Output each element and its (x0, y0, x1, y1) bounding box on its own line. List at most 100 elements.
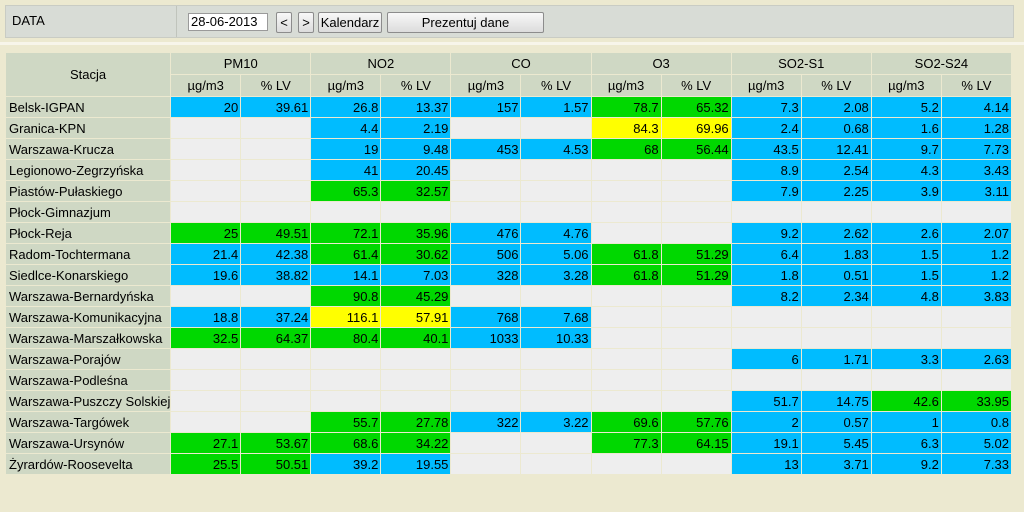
measurement-cell (870, 327, 942, 349)
measurement-cell: 72.1 (310, 222, 382, 244)
measurement-cell (520, 348, 592, 370)
measurement-cell: 27.78 (380, 411, 452, 433)
unit-header: % LV (520, 74, 592, 97)
table-row: Legionowo-Zegrzyńska 41 20.45 8.9 2.54 4.3 3.4… (4, 159, 1013, 181)
measurement-cell: 18.8 (170, 306, 242, 328)
table-row: Warszawa-Krucza 19 9.48 453 4.53 68 56.44 43.5 1… (4, 138, 1013, 160)
unit-header: % LV (940, 74, 1013, 97)
measurement-cell: 26.8 (310, 96, 382, 118)
measurement-cell (450, 432, 522, 454)
table-row: Warszawa-Porajów 6 1.71 3.3 2.63 (4, 348, 1013, 370)
measurement-cell: 3.11 (940, 180, 1013, 202)
measurement-cell: 45.29 (380, 285, 452, 307)
measurement-cell: 506 (450, 243, 522, 265)
measurement-cell: 9.2 (730, 222, 802, 244)
table-row: Siedlce-Konarskiego 19.6 38.82 14.1 7.03 328 3… (4, 264, 1013, 286)
station-name: Warszawa-Krucza (4, 138, 172, 160)
measurement-cell: 2 (730, 411, 802, 433)
measurement-cell: 2.6 (870, 222, 942, 244)
measurement-cell: 64.15 (660, 432, 732, 454)
measurement-cell: 56.44 (660, 138, 732, 160)
measurement-cell: 3.9 (870, 180, 942, 202)
unit-header: % LV (380, 74, 452, 97)
measurement-cell: 9.7 (870, 138, 942, 160)
station-name: Warszawa-Ursynów (4, 432, 172, 454)
measurement-cell: 19 (310, 138, 382, 160)
measurement-cell: 21.4 (170, 243, 242, 265)
measurement-cell (450, 348, 522, 370)
measurement-cell: 3.71 (800, 453, 872, 475)
measurement-cell (800, 201, 872, 223)
measurement-cell: 7.68 (520, 306, 592, 328)
measurement-cell: 2.07 (940, 222, 1013, 244)
unit-header: µg/m3 (870, 74, 942, 97)
measurement-cell: 1.6 (870, 117, 942, 139)
measurement-cell (940, 327, 1013, 349)
measurement-cell: 4.14 (940, 96, 1013, 118)
measurement-cell: 25 (170, 222, 242, 244)
measurement-cell: 328 (450, 264, 522, 286)
measurement-cell (170, 390, 242, 412)
measurement-cell: 65.3 (310, 180, 382, 202)
present-data-button[interactable]: Prezentuj dane (387, 12, 544, 33)
measurement-cell: 40.1 (380, 327, 452, 349)
station-name: Warszawa-Podleśna (4, 369, 172, 391)
station-name: Piastów-Pułaskiego (4, 180, 172, 202)
column-header-no2: NO2 (310, 52, 452, 75)
measurement-cell (310, 390, 382, 412)
measurement-cell: 116.1 (310, 306, 382, 328)
measurement-cell (590, 306, 662, 328)
measurement-cell (590, 159, 662, 181)
measurement-cell: 8.2 (730, 285, 802, 307)
measurement-cell (310, 201, 382, 223)
measurement-cell (520, 159, 592, 181)
measurement-cell (240, 348, 312, 370)
date-input[interactable]: 28-06-2013 (188, 13, 268, 31)
measurement-cell: 2.08 (800, 96, 872, 118)
measurement-cell (170, 285, 242, 307)
measurement-cell: 64.37 (240, 327, 312, 349)
prev-day-button[interactable]: < (276, 12, 292, 33)
measurement-cell: 68 (590, 138, 662, 160)
measurement-cell (800, 306, 872, 328)
measurement-cell (590, 285, 662, 307)
table-row: Warszawa-Marszałkowska 32.5 64.37 80.4 40.1 1… (4, 327, 1013, 349)
measurement-cell: 19.6 (170, 264, 242, 286)
measurement-cell (170, 369, 242, 391)
measurement-cell: 42.38 (240, 243, 312, 265)
measurement-cell: 453 (450, 138, 522, 160)
measurement-cell: 90.8 (310, 285, 382, 307)
station-name: Radom-Tochtermana (4, 243, 172, 265)
measurement-cell: 3.43 (940, 159, 1013, 181)
measurement-cell (450, 201, 522, 223)
measurement-cell: 51.29 (660, 243, 732, 265)
measurement-cell: 41 (310, 159, 382, 181)
unit-header: µg/m3 (730, 74, 802, 97)
measurement-cell: 13.37 (380, 96, 452, 118)
unit-header: µg/m3 (450, 74, 522, 97)
measurement-cell (660, 453, 732, 475)
next-day-button[interactable]: > (298, 12, 314, 33)
measurement-cell: 61.8 (590, 264, 662, 286)
measurement-cell (590, 327, 662, 349)
measurement-cell (660, 327, 732, 349)
measurement-cell: 68.6 (310, 432, 382, 454)
measurement-cell: 14.75 (800, 390, 872, 412)
calendar-button[interactable]: Kalendarz (318, 12, 382, 33)
measurement-cell (660, 306, 732, 328)
measurement-cell: 80.4 (310, 327, 382, 349)
measurement-cell: 7.03 (380, 264, 452, 286)
measurement-cell (450, 159, 522, 181)
measurement-cell: 1.2 (940, 264, 1013, 286)
station-name: Warszawa-Bernardyńska (4, 285, 172, 307)
measurement-cell: 35.96 (380, 222, 452, 244)
measurement-cell: 39.2 (310, 453, 382, 475)
measurement-cell: 77.3 (590, 432, 662, 454)
measurement-cell (450, 117, 522, 139)
measurement-cell (240, 159, 312, 181)
measurement-cell (450, 369, 522, 391)
measurement-cell (590, 201, 662, 223)
measurement-cell (520, 180, 592, 202)
measurement-cell: 32.57 (380, 180, 452, 202)
measurement-cell (520, 201, 592, 223)
